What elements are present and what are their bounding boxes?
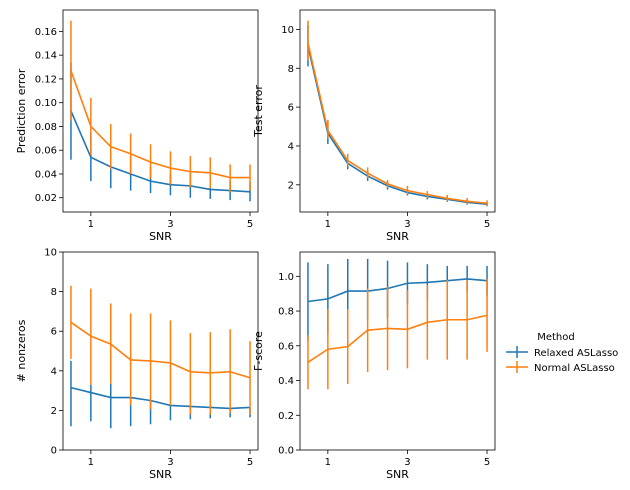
series-line: [307, 314, 488, 363]
legend-entry-normal: Normal ASLasso: [506, 361, 615, 374]
x-tick-label: 5: [484, 219, 490, 230]
x-axis-label: SNR: [386, 230, 409, 243]
x-tick-label: 5: [484, 457, 490, 468]
plot-frame: [299, 251, 496, 451]
x-axis-label: SNR: [149, 468, 172, 481]
x-tick-label: 1: [325, 457, 331, 468]
x-tick-label: 1: [88, 219, 94, 230]
y-tick-label: 0.08: [35, 122, 57, 133]
series-normal-aslasso: [307, 20, 488, 206]
series-normal-aslasso: [70, 285, 251, 415]
x-tick-label: 5: [247, 219, 253, 230]
y-tick-label: 1.0: [278, 272, 294, 283]
y-tick-label: 6: [51, 327, 57, 338]
legend: Method Relaxed ASLasso Normal ASLasso: [506, 332, 618, 374]
x-tick-label: 5: [247, 457, 253, 468]
series-relaxed-aslasso: [307, 25, 488, 207]
series-line: [307, 42, 488, 205]
legend-entry-relaxed: Relaxed ASLasso: [506, 346, 618, 359]
plot-frame: [62, 251, 259, 451]
x-tick-label: 3: [167, 219, 173, 230]
y-tick-label: 0.06: [35, 146, 57, 157]
legend-label-normal: Normal ASLasso: [534, 363, 615, 374]
x-tick-label: 3: [167, 457, 173, 468]
x-axis-label: SNR: [386, 468, 409, 481]
y-tick-label: 0.4: [278, 376, 294, 387]
y-tick-label: 0.16: [35, 27, 57, 38]
legend-label-relaxed: Relaxed ASLasso: [534, 348, 618, 359]
y-tick-label: 0: [51, 446, 57, 457]
y-tick-label: 0.2: [278, 411, 294, 422]
x-tick-label: 3: [404, 457, 410, 468]
x-tick-label: 1: [325, 219, 331, 230]
chart-panel-test-error: 1 3 5 2 4 6 8 10 SNR Test error: [252, 9, 496, 243]
y-axis-label: Test error: [252, 85, 265, 138]
y-tick-label: 0.10: [35, 98, 57, 109]
x-tick-label: 1: [88, 457, 94, 468]
series-normal-aslasso: [307, 278, 488, 390]
plot-frame: [62, 9, 259, 213]
series-normal-aslasso: [70, 20, 251, 192]
y-axis-label: F-score: [252, 331, 265, 371]
y-tick-label: 4: [288, 141, 294, 152]
y-tick-label: 0.12: [35, 74, 57, 85]
plot-frame: [299, 9, 496, 213]
y-tick-label: 0.0: [278, 446, 294, 457]
y-axis-label: Prediction error: [15, 68, 28, 153]
chart-panel-nonzeros: 1 3 5 0 2 4 6 8 10 SNR # nonzeros: [15, 248, 259, 481]
y-tick-label: 2: [51, 406, 57, 417]
series-relaxed-aslasso: [70, 62, 251, 202]
y-tick-label: 6: [288, 103, 294, 114]
y-tick-label: 10: [44, 248, 57, 259]
y-axis-label: # nonzeros: [15, 319, 28, 382]
legend-title: Method: [537, 332, 575, 343]
series-line: [70, 110, 251, 193]
y-tick-label: 8: [51, 287, 57, 298]
chart-panel-prediction-error: 1 3 5 0.02 0.04 0.06 0.08 0.10 0.12 0.14 0.16 SNR Pr…: [15, 9, 259, 243]
y-tick-label: 0.8: [278, 307, 294, 318]
series-line: [307, 278, 488, 303]
x-tick-label: 3: [404, 219, 410, 230]
y-tick-label: 2: [288, 180, 294, 191]
y-tick-label: 0.6: [278, 341, 294, 352]
series-line: [70, 70, 251, 179]
series-line: [70, 321, 251, 379]
y-tick-label: 0.14: [35, 51, 57, 62]
y-tick-label: 0.04: [35, 169, 57, 180]
y-tick-label: 10: [281, 25, 294, 36]
y-tick-label: 0.02: [35, 193, 57, 204]
x-axis-label: SNR: [149, 230, 172, 243]
chart-panel-f-score: 1 3 5 0.0 0.2 0.4 0.6 0.8 1.0 SNR F-score: [252, 251, 496, 481]
series-relaxed-aslasso: [70, 360, 251, 429]
y-tick-label: 4: [51, 366, 57, 377]
series-line: [307, 45, 488, 206]
y-tick-label: 8: [288, 64, 294, 75]
series-line: [70, 386, 251, 410]
